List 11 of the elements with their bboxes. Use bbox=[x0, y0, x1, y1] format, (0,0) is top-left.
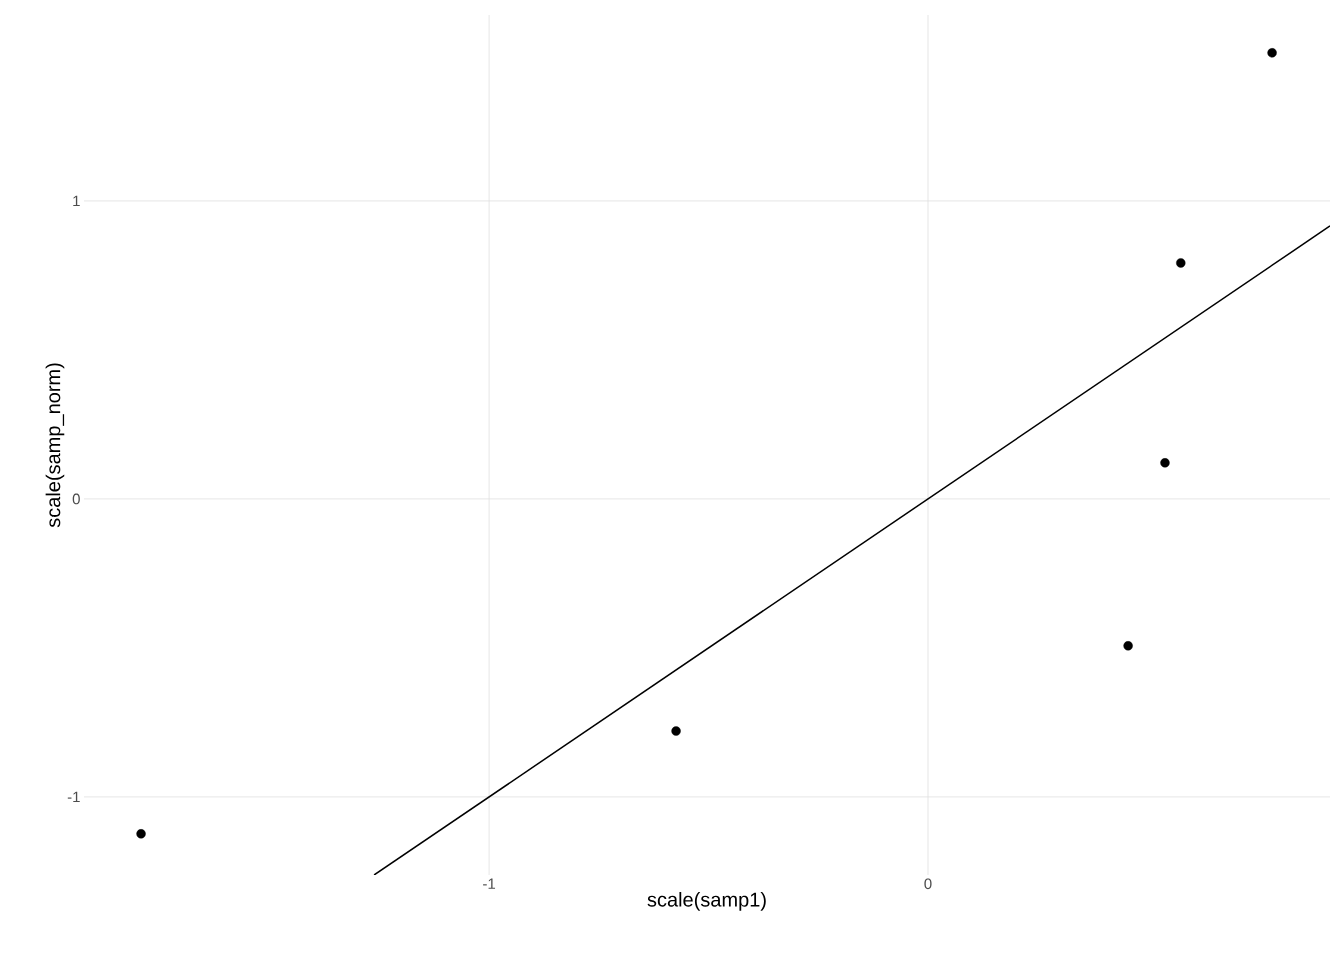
x-axis-title: scale(samp1) bbox=[647, 892, 766, 911]
y-tick-label: 1 bbox=[73, 195, 80, 207]
point bbox=[1123, 641, 1133, 651]
point bbox=[1267, 48, 1277, 58]
point bbox=[671, 726, 681, 736]
y-axis-title: scale(samp_norm) bbox=[45, 363, 65, 528]
point bbox=[136, 829, 146, 839]
point bbox=[1160, 458, 1170, 468]
point bbox=[1176, 258, 1186, 268]
y-tick-label: -1 bbox=[67, 791, 80, 803]
y-tick-label: 0 bbox=[72, 493, 80, 505]
